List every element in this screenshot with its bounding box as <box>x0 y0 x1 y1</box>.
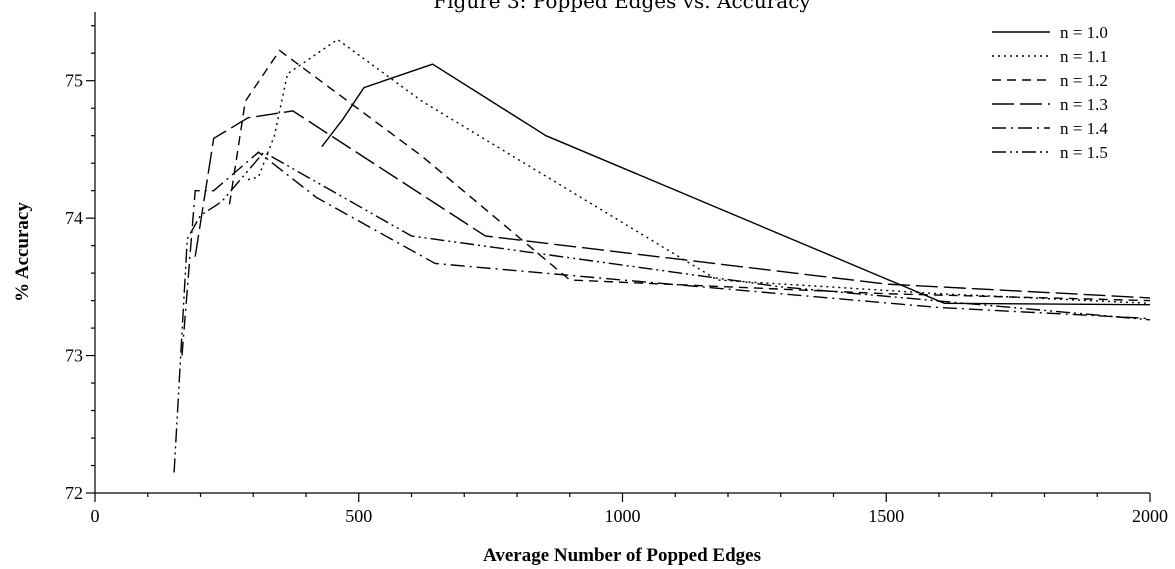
legend-label-4: n = 1.3 <box>1060 95 1108 114</box>
series-line-4 <box>194 110 1151 299</box>
y-tick-label: 72 <box>65 483 83 503</box>
x-tick-label: 1500 <box>868 506 904 526</box>
series-line-5 <box>181 151 1151 356</box>
x-axis-label: Average Number of Popped Edges <box>483 545 761 566</box>
series-line-2 <box>247 38 1151 304</box>
legend-label-1: n = 1.0 <box>1060 23 1108 42</box>
legend-label-5: n = 1.4 <box>1060 119 1108 138</box>
y-tick-label: 75 <box>65 71 83 91</box>
x-tick-label: 1000 <box>605 506 641 526</box>
legend: n = 1.0 n = 1.1 n = 1.2 n = 1.3 n = 1.4 n = 1… <box>992 23 1108 162</box>
x-tick-label: 0 <box>91 506 100 526</box>
legend-label-6: n = 1.5 <box>1060 143 1108 162</box>
series-line-3 <box>228 49 1151 302</box>
chart-title: Figure 3: Popped Edges vs. Accuracy <box>433 0 811 13</box>
series-line-1 <box>321 63 1151 306</box>
series-line-6 <box>173 151 1151 473</box>
x-tick-label: 500 <box>345 506 372 526</box>
y-tick-label: 73 <box>65 346 83 366</box>
legend-label-3: n = 1.2 <box>1060 71 1108 90</box>
y-ticks: 72 73 74 75 <box>65 25 95 503</box>
y-tick-label: 74 <box>65 208 83 228</box>
series-group <box>173 38 1151 473</box>
x-tick-label: 2000 <box>1132 506 1168 526</box>
y-axis-label: % Accuracy <box>12 202 33 302</box>
x-ticks: 0 500 1000 1500 2000 <box>91 493 1168 526</box>
legend-label-2: n = 1.1 <box>1060 47 1108 66</box>
